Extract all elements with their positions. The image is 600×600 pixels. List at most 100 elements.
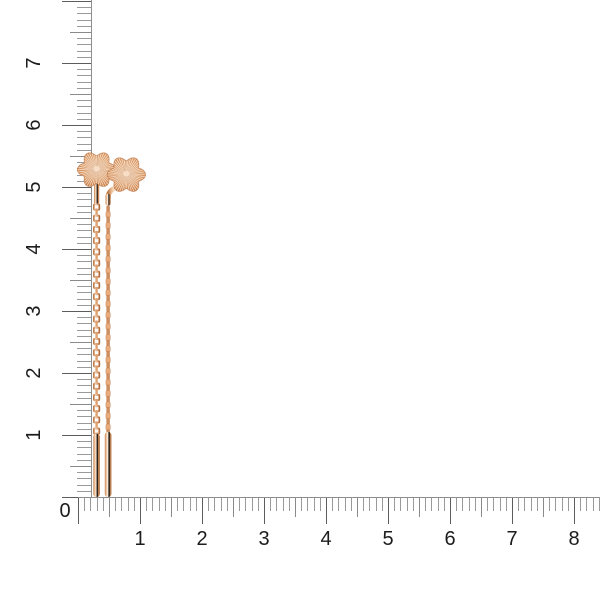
- chain-connector: [95, 398, 98, 408]
- horizontal-major-tick: [140, 498, 141, 524]
- horizontal-major-tick: [326, 498, 327, 524]
- horizontal-mid-tick: [295, 498, 296, 517]
- vertical-minor-tick: [77, 25, 92, 27]
- vertical-minor-tick: [77, 75, 92, 77]
- vertical-minor-tick: [77, 56, 92, 58]
- horizontal-major-tick: [388, 498, 389, 524]
- left-earring-post: [94, 180, 100, 205]
- chain-connector: [95, 219, 98, 228]
- horizontal-minor-tick: [400, 498, 402, 511]
- horizontal-minor-tick: [121, 498, 123, 511]
- vertical-axis-line: [91, 0, 92, 498]
- vertical-minor-tick: [77, 317, 92, 319]
- horizontal-minor-tick: [555, 498, 557, 511]
- vertical-minor-tick: [77, 298, 92, 300]
- vertical-major-tick: [62, 311, 92, 312]
- vertical-minor-tick: [77, 441, 92, 443]
- vertical-mid-tick: [70, 342, 92, 343]
- vertical-minor-tick: [77, 410, 92, 412]
- vertical-minor-tick: [77, 236, 92, 238]
- horizontal-ruler-label-1: 1: [134, 528, 146, 550]
- horizontal-minor-tick: [518, 498, 520, 511]
- vertical-minor-tick: [77, 44, 92, 46]
- horizontal-minor-tick: [487, 498, 489, 511]
- horizontal-minor-tick: [152, 498, 154, 511]
- chain-connector: [95, 331, 98, 340]
- horizontal-minor-tick: [319, 498, 321, 511]
- chain-connector: [95, 410, 98, 419]
- horizontal-minor-tick: [332, 498, 334, 511]
- vertical-mid-tick: [70, 280, 92, 281]
- horizontal-minor-tick: [586, 498, 588, 511]
- horizontal-mid-tick: [357, 498, 358, 517]
- vertical-minor-tick: [77, 267, 92, 269]
- vertical-minor-tick: [77, 100, 92, 102]
- vertical-minor-tick: [77, 261, 92, 263]
- chain-connector: [95, 365, 98, 374]
- horizontal-minor-tick: [530, 498, 532, 511]
- horizontal-minor-tick: [350, 498, 352, 511]
- vertical-minor-tick: [77, 273, 92, 275]
- horizontal-ruler-label-7: 7: [506, 528, 518, 550]
- vertical-minor-tick: [77, 323, 92, 325]
- vertical-minor-tick: [77, 428, 92, 430]
- vertical-minor-tick: [77, 453, 92, 455]
- vertical-minor-tick: [77, 416, 92, 418]
- vertical-minor-tick: [77, 484, 92, 486]
- right-earring-post: [105, 193, 111, 206]
- horizontal-major-tick: [264, 498, 265, 524]
- horizontal-minor-tick: [115, 498, 117, 511]
- horizontal-minor-tick: [443, 498, 445, 511]
- horizontal-minor-tick: [369, 498, 371, 511]
- right-earring-fine-chain: [105, 205, 111, 437]
- horizontal-minor-tick: [344, 498, 346, 511]
- horizontal-minor-tick: [536, 498, 538, 511]
- vertical-minor-tick: [77, 459, 92, 461]
- vertical-minor-tick: [77, 224, 92, 226]
- horizontal-minor-tick: [164, 498, 166, 511]
- horizontal-axis-line: [78, 497, 600, 498]
- vertical-minor-tick: [77, 230, 92, 232]
- chain-connector: [95, 298, 98, 307]
- vertical-minor-tick: [77, 335, 92, 337]
- horizontal-minor-tick: [189, 498, 191, 511]
- horizontal-minor-tick: [375, 498, 377, 511]
- horizontal-minor-tick: [412, 498, 414, 511]
- vertical-minor-tick: [77, 131, 92, 133]
- right-earring: [104, 157, 146, 497]
- horizontal-minor-tick: [561, 498, 563, 511]
- chain-connector: [95, 286, 98, 296]
- horizontal-major-tick: [574, 498, 575, 524]
- horizontal-major-tick: [202, 498, 203, 524]
- horizontal-minor-tick: [183, 498, 185, 511]
- vertical-mid-tick: [70, 218, 92, 219]
- vertical-minor-tick: [77, 19, 92, 21]
- horizontal-minor-tick: [270, 498, 272, 511]
- vertical-mid-tick: [70, 94, 92, 95]
- horizontal-minor-tick: [363, 498, 365, 511]
- vertical-major-tick: [62, 187, 92, 188]
- horizontal-minor-tick: [406, 498, 408, 511]
- chain-connector: [95, 253, 98, 262]
- vertical-major-tick: [62, 497, 92, 498]
- horizontal-minor-tick: [220, 498, 222, 511]
- chain-connector: [95, 264, 98, 273]
- horizontal-mid-tick: [109, 498, 110, 517]
- left-earring-box-chain: [93, 203, 101, 441]
- horizontal-ruler: [78, 498, 600, 524]
- vertical-minor-tick: [77, 242, 92, 244]
- horizontal-minor-tick: [505, 498, 507, 511]
- horizontal-minor-tick: [177, 498, 179, 511]
- horizontal-minor-tick: [524, 498, 526, 511]
- horizontal-minor-tick: [301, 498, 303, 511]
- vertical-minor-tick: [77, 366, 92, 368]
- horizontal-minor-tick: [102, 498, 104, 511]
- vertical-minor-tick: [77, 304, 92, 306]
- chain-connector: [95, 387, 98, 396]
- chain-connector: [95, 421, 98, 430]
- vertical-ruler: [62, 0, 92, 498]
- horizontal-mid-tick: [481, 498, 482, 517]
- horizontal-minor-tick: [493, 498, 495, 511]
- vertical-minor-tick: [77, 391, 92, 393]
- horizontal-minor-tick: [214, 498, 216, 511]
